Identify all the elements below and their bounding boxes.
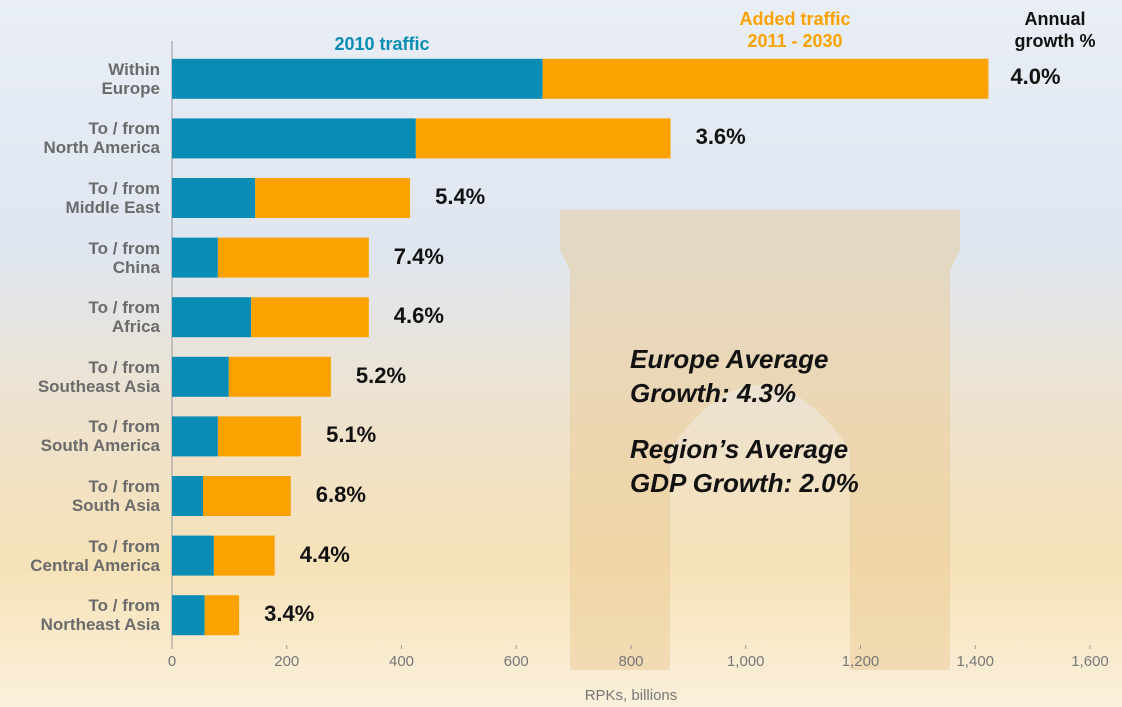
category-label: Within Europe [0, 60, 160, 98]
category-label: To / from Middle East [0, 179, 160, 217]
category-label: To / from Northeast Asia [0, 596, 160, 634]
x-tick-label: 1,000 [706, 653, 786, 670]
category-label: To / from North America [0, 119, 160, 157]
legend-label: 2010 traffic [282, 33, 482, 55]
legend-label: Annual growth % [985, 8, 1122, 52]
category-label: To / from China [0, 239, 160, 277]
x-tick-label: 800 [591, 653, 671, 670]
annotation: Region’s Average GDP Growth: 2.0% [630, 432, 859, 500]
bar-segment [218, 238, 369, 278]
x-tick-label: 600 [476, 653, 556, 670]
bar-segment [218, 416, 301, 456]
legend-label: Added traffic 2011 - 2030 [695, 8, 895, 52]
bar-segment [543, 59, 989, 99]
bar-segment [172, 178, 255, 218]
x-tick-label: 1,600 [1050, 653, 1122, 670]
category-label: To / from South Asia [0, 477, 160, 515]
x-axis-title: RPKs, billions [531, 687, 731, 704]
bar-segment [172, 416, 218, 456]
bar-segment [255, 178, 410, 218]
x-tick-label: 400 [362, 653, 442, 670]
category-label: To / from Southeast Asia [0, 358, 160, 396]
bar-segment [172, 595, 205, 635]
growth-label: 4.4% [300, 542, 350, 568]
annotation: Europe Average Growth: 4.3% [630, 342, 828, 410]
bar-segment [251, 297, 369, 337]
growth-label: 6.8% [316, 482, 366, 508]
category-label: To / from Africa [0, 298, 160, 336]
growth-label: 4.6% [394, 303, 444, 329]
bar-segment [214, 536, 275, 576]
bar-segment [172, 536, 214, 576]
growth-label: 3.6% [696, 124, 746, 150]
bar-segment [172, 118, 416, 158]
bar-segment [172, 59, 543, 99]
x-tick-label: 0 [132, 653, 212, 670]
bar-segment [172, 238, 218, 278]
category-label: To / from Central America [0, 537, 160, 575]
x-tick-label: 200 [247, 653, 327, 670]
growth-label: 5.2% [356, 363, 406, 389]
chart: Europe Average Growth: 4.3% Region’s Ave… [0, 0, 1122, 707]
bar-segment [205, 595, 239, 635]
bar-segment [172, 357, 229, 397]
growth-label: 5.1% [326, 422, 376, 448]
x-tick-label: 1,200 [821, 653, 901, 670]
bar-segment [416, 118, 671, 158]
growth-label: 4.0% [1010, 64, 1060, 90]
growth-label: 3.4% [264, 601, 314, 627]
x-tick-label: 1,400 [935, 653, 1015, 670]
growth-label: 5.4% [435, 184, 485, 210]
growth-label: 7.4% [394, 244, 444, 270]
bar-segment [203, 476, 291, 516]
plot-area [0, 0, 1122, 707]
category-label: To / from South America [0, 417, 160, 455]
bar-segment [172, 476, 203, 516]
bar-segment [229, 357, 331, 397]
bar-segment [172, 297, 251, 337]
